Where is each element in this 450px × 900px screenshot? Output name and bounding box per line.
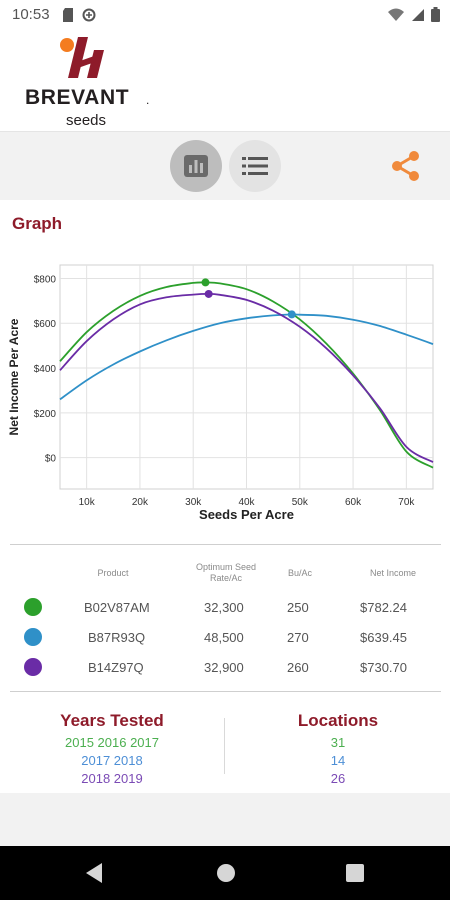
series-color-dot bbox=[24, 598, 42, 616]
wifi-icon bbox=[388, 8, 404, 21]
back-icon[interactable] bbox=[84, 862, 104, 884]
optimum-point bbox=[201, 278, 210, 287]
bar-chart-icon bbox=[184, 155, 208, 177]
share-icon[interactable] bbox=[388, 148, 424, 184]
brand-trademark: . bbox=[146, 93, 149, 107]
x-tick-label: 30k bbox=[185, 497, 202, 508]
brand-header: BREVANT . seeds bbox=[0, 30, 450, 132]
y-tick-label: $200 bbox=[34, 409, 57, 420]
bottom-blank-area bbox=[0, 793, 450, 846]
locations-count: 31 bbox=[330, 735, 346, 750]
table-row: B87R93Q 48,500 270 $639.45 bbox=[0, 622, 450, 652]
x-axis-label: Seeds Per Acre bbox=[199, 507, 294, 522]
y-tick-label: $800 bbox=[34, 274, 57, 285]
series-line bbox=[59, 313, 434, 401]
x-tick-label: 40k bbox=[238, 497, 255, 508]
optimum-rate: 32,300 bbox=[204, 600, 244, 615]
locations-title: Locations bbox=[297, 711, 379, 730]
bushels-per-acre: 260 bbox=[287, 660, 309, 675]
series-line bbox=[59, 292, 434, 463]
y-axis-label: Net Income Per Acre bbox=[7, 318, 21, 435]
x-tick-label: 20k bbox=[132, 497, 149, 508]
cellular-icon bbox=[412, 8, 424, 21]
product-name: B87R93Q bbox=[88, 630, 146, 645]
optimum-point bbox=[204, 289, 213, 298]
years-line: 2018 2019 bbox=[81, 771, 143, 786]
divider-bottom bbox=[10, 691, 441, 692]
graph-title: Graph bbox=[12, 214, 63, 233]
data-saver-icon bbox=[82, 8, 96, 22]
status-time: 10:53 bbox=[12, 6, 50, 23]
years-tested-title: Years Tested bbox=[60, 711, 164, 730]
net-income: $730.70 bbox=[360, 660, 407, 675]
battery-icon bbox=[431, 7, 440, 22]
divider-top bbox=[10, 544, 441, 545]
table-row: B14Z97Q 32,900 260 $730.70 bbox=[0, 652, 450, 682]
recents-icon[interactable] bbox=[346, 864, 364, 882]
list-view-button[interactable] bbox=[229, 140, 281, 192]
brand-subtitle: seeds bbox=[66, 112, 106, 129]
status-bar: 10:53 bbox=[0, 0, 450, 30]
net-income-chart: 10k 20k 30k 40k 50k 60k 70k $0 $200 $400 $600 $800 S… bbox=[7, 264, 434, 522]
summary-separator bbox=[224, 718, 225, 774]
bushels-per-acre: 270 bbox=[287, 630, 309, 645]
product-name: B14Z97Q bbox=[88, 660, 144, 675]
header-optimum: Optimum Seed Rate/Ac bbox=[195, 562, 257, 583]
header-bu: Bu/Ac bbox=[287, 568, 312, 578]
x-tick-label: 60k bbox=[345, 497, 362, 508]
x-tick-label: 50k bbox=[292, 497, 309, 508]
y-tick-label: $0 bbox=[45, 454, 57, 465]
list-icon bbox=[242, 157, 268, 175]
optimum-rate: 48,500 bbox=[204, 630, 244, 645]
header-net-income: Net Income bbox=[369, 568, 417, 578]
home-icon[interactable] bbox=[216, 863, 236, 883]
product-name: B02V87AM bbox=[84, 600, 150, 615]
brand-name: BREVANT bbox=[25, 86, 129, 109]
optimum-point bbox=[287, 310, 296, 319]
locations-count: 26 bbox=[330, 771, 346, 786]
navigation-bar bbox=[0, 846, 450, 900]
x-tick-label: 70k bbox=[398, 497, 415, 508]
brevant-logo: BREVANT . seeds bbox=[25, 37, 149, 129]
series-color-dot bbox=[24, 628, 42, 646]
graph-view-button[interactable] bbox=[170, 140, 222, 192]
header-product: Product bbox=[97, 568, 129, 578]
years-line: 2017 2018 bbox=[81, 753, 143, 768]
locations-count: 14 bbox=[330, 753, 346, 768]
y-tick-label: $400 bbox=[34, 364, 57, 375]
years-line: 2015 2016 2017 bbox=[65, 735, 159, 750]
results-content: Graph 10k 20k 30k 40k 50k 60k 70k $0 $200 $400 $60… bbox=[0, 200, 450, 793]
bushels-per-acre: 250 bbox=[287, 600, 309, 615]
net-income: $782.24 bbox=[360, 600, 407, 615]
x-tick-label: 10k bbox=[79, 497, 96, 508]
net-income: $639.45 bbox=[360, 630, 407, 645]
series-color-dot bbox=[24, 658, 42, 676]
optimum-rate: 32,900 bbox=[204, 660, 244, 675]
y-tick-label: $600 bbox=[34, 319, 57, 330]
sd-card-icon bbox=[63, 8, 73, 22]
table-row: B02V87AM 32,300 250 $782.24 bbox=[0, 592, 450, 622]
view-toolbar bbox=[0, 132, 450, 200]
